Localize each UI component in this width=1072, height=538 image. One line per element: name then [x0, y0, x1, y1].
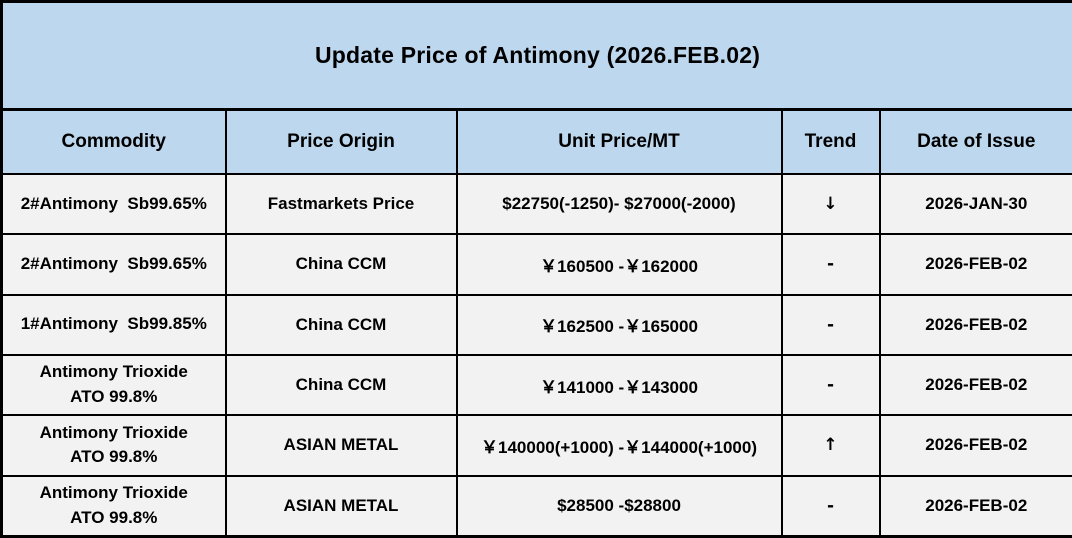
date-of-issue-cell: 2026-FEB-02 — [878, 293, 1072, 356]
table-row: 2#Antimony Sb99.65% China CCM ￥160500 -￥… — [0, 233, 1072, 296]
table-row: Antimony Trioxide ATO 99.8% China CCM ￥1… — [0, 353, 1072, 417]
unit-price-cell: ￥140000(+1000) -￥144000(+1000) — [455, 414, 783, 477]
date-of-issue-cell: 2026-FEB-02 — [878, 353, 1072, 417]
price-origin-cell: China CCM — [224, 293, 458, 356]
trend-down-arrow-icon: ↓ — [780, 172, 881, 236]
price-origin-cell: China CCM — [224, 233, 458, 296]
unit-price-cell: $28500 -$28800 — [455, 474, 783, 538]
title-row: Update Price of Antimony (2026.FEB.02) — [0, 0, 1072, 111]
price-origin-cell: ASIAN METAL — [224, 474, 458, 538]
trend-up-arrow-icon: ↑ — [780, 414, 881, 477]
price-origin-cell: China CCM — [224, 353, 458, 417]
commodity-cell: Antimony Trioxide ATO 99.8% — [0, 474, 227, 538]
column-header-trend: Trend — [780, 107, 881, 175]
column-header-date-of-issue: Date of Issue — [878, 107, 1072, 175]
unit-price-cell: ￥141000 -￥143000 — [455, 353, 783, 417]
trend-dash: - — [780, 233, 881, 296]
commodity-cell: 2#Antimony Sb99.65% — [0, 233, 227, 296]
trend-dash: - — [780, 293, 881, 356]
unit-price-cell: ￥160500 -￥162000 — [455, 233, 783, 296]
commodity-cell: 1#Antimony Sb99.85% — [0, 293, 227, 356]
price-origin-cell: ASIAN METAL — [224, 414, 458, 477]
commodity-cell: Antimony Trioxide ATO 99.8% — [0, 353, 227, 417]
date-of-issue-cell: 2026-FEB-02 — [878, 233, 1072, 296]
page-title: Update Price of Antimony (2026.FEB.02) — [0, 0, 1072, 111]
column-header-unit-price: Unit Price/MT — [455, 107, 783, 175]
column-header-price-origin: Price Origin — [224, 107, 458, 175]
date-of-issue-cell: 2026-FEB-02 — [878, 414, 1072, 477]
price-origin-cell: Fastmarkets Price — [224, 172, 458, 236]
trend-dash: - — [780, 474, 881, 538]
header-row: Commodity Price Origin Unit Price/MT Tre… — [0, 107, 1072, 175]
commodity-cell: 2#Antimony Sb99.65% — [0, 172, 227, 236]
table-row: Antimony Trioxide ATO 99.8% ASIAN METAL … — [0, 414, 1072, 477]
table-row: 1#Antimony Sb99.85% China CCM ￥162500 -￥… — [0, 293, 1072, 356]
table-row: 2#Antimony Sb99.65% Fastmarkets Price $2… — [0, 172, 1072, 236]
commodity-cell: Antimony Trioxide ATO 99.8% — [0, 414, 227, 477]
unit-price-cell: ￥162500 -￥165000 — [455, 293, 783, 356]
unit-price-cell: $22750(-1250)- $27000(-2000) — [455, 172, 783, 236]
trend-dash: - — [780, 353, 881, 417]
date-of-issue-cell: 2026-JAN-30 — [878, 172, 1072, 236]
column-header-commodity: Commodity — [0, 107, 227, 175]
date-of-issue-cell: 2026-FEB-02 — [878, 474, 1072, 538]
table-row: Antimony Trioxide ATO 99.8% ASIAN METAL … — [0, 474, 1072, 538]
